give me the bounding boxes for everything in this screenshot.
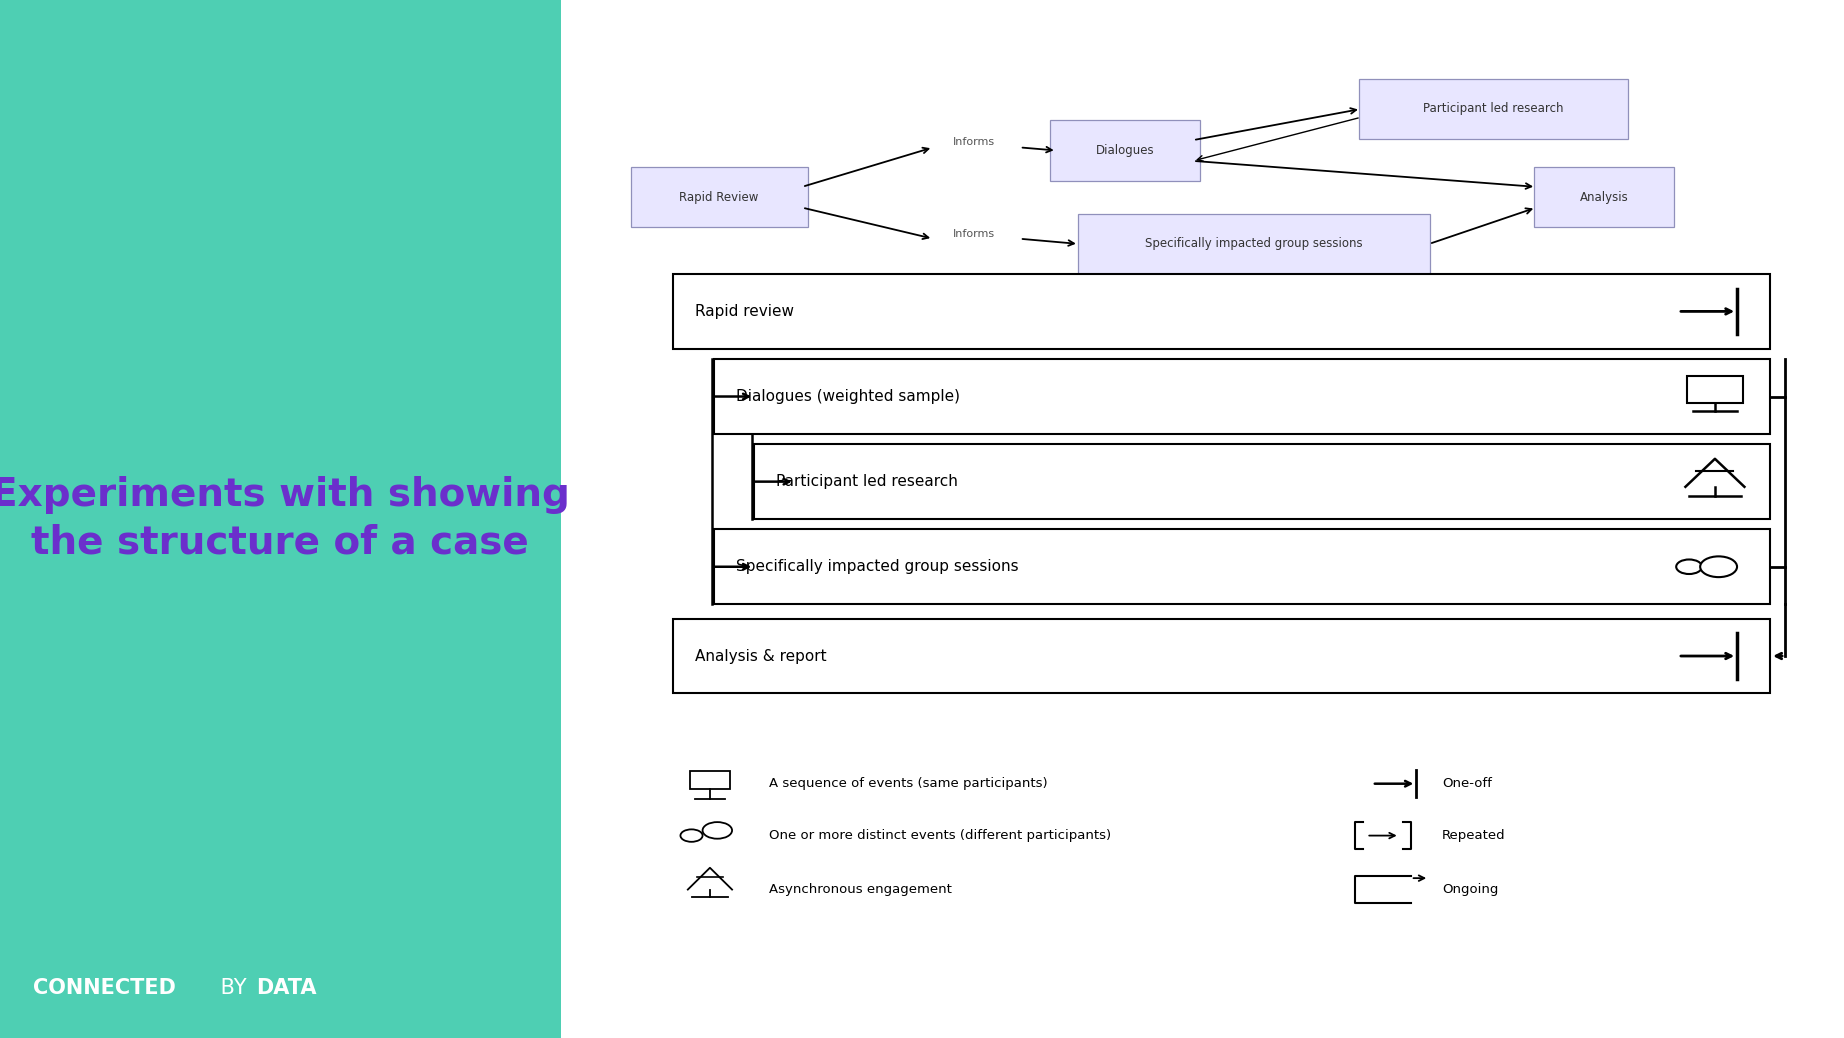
FancyBboxPatch shape — [714, 529, 1770, 604]
FancyBboxPatch shape — [1534, 167, 1674, 227]
Circle shape — [1676, 559, 1702, 574]
FancyBboxPatch shape — [714, 359, 1770, 434]
Text: Dialogues (weighted sample): Dialogues (weighted sample) — [736, 389, 959, 404]
FancyBboxPatch shape — [631, 167, 808, 227]
Text: Experiments with showing
the structure of a case: Experiments with showing the structure o… — [0, 476, 570, 562]
FancyBboxPatch shape — [1359, 79, 1628, 139]
Bar — [0, 0, 561, 1038]
Text: Asynchronous engagement: Asynchronous engagement — [769, 883, 952, 896]
Text: Participant led research: Participant led research — [1424, 103, 1564, 115]
FancyBboxPatch shape — [673, 274, 1770, 349]
Text: DATA: DATA — [256, 978, 317, 999]
Text: Specifically impacted group sessions: Specifically impacted group sessions — [1145, 238, 1363, 250]
Circle shape — [703, 822, 732, 839]
Text: Participant led research: Participant led research — [776, 474, 959, 489]
Text: Analysis: Analysis — [1580, 191, 1628, 203]
Text: Ongoing: Ongoing — [1442, 883, 1499, 896]
Text: A sequence of events (same participants): A sequence of events (same participants) — [769, 777, 1047, 790]
Circle shape — [1700, 556, 1737, 577]
Text: One-off: One-off — [1442, 777, 1492, 790]
FancyBboxPatch shape — [1051, 120, 1199, 181]
FancyBboxPatch shape — [690, 771, 730, 789]
Text: Specifically impacted group sessions: Specifically impacted group sessions — [736, 559, 1018, 574]
Text: Informs: Informs — [953, 228, 994, 239]
Circle shape — [680, 829, 703, 842]
FancyBboxPatch shape — [1687, 376, 1743, 403]
Text: Rapid review: Rapid review — [695, 304, 795, 319]
Text: Repeated: Repeated — [1442, 829, 1507, 842]
Text: One or more distinct events (different participants): One or more distinct events (different p… — [769, 829, 1112, 842]
Text: CONNECTED: CONNECTED — [33, 978, 175, 999]
FancyBboxPatch shape — [1077, 214, 1431, 274]
FancyBboxPatch shape — [754, 444, 1770, 519]
Text: Informs: Informs — [953, 137, 994, 147]
Text: Dialogues: Dialogues — [1095, 144, 1154, 157]
Text: Rapid Review: Rapid Review — [679, 191, 760, 203]
Text: BY: BY — [214, 978, 253, 999]
Text: Analysis & report: Analysis & report — [695, 649, 826, 663]
FancyBboxPatch shape — [673, 619, 1770, 693]
